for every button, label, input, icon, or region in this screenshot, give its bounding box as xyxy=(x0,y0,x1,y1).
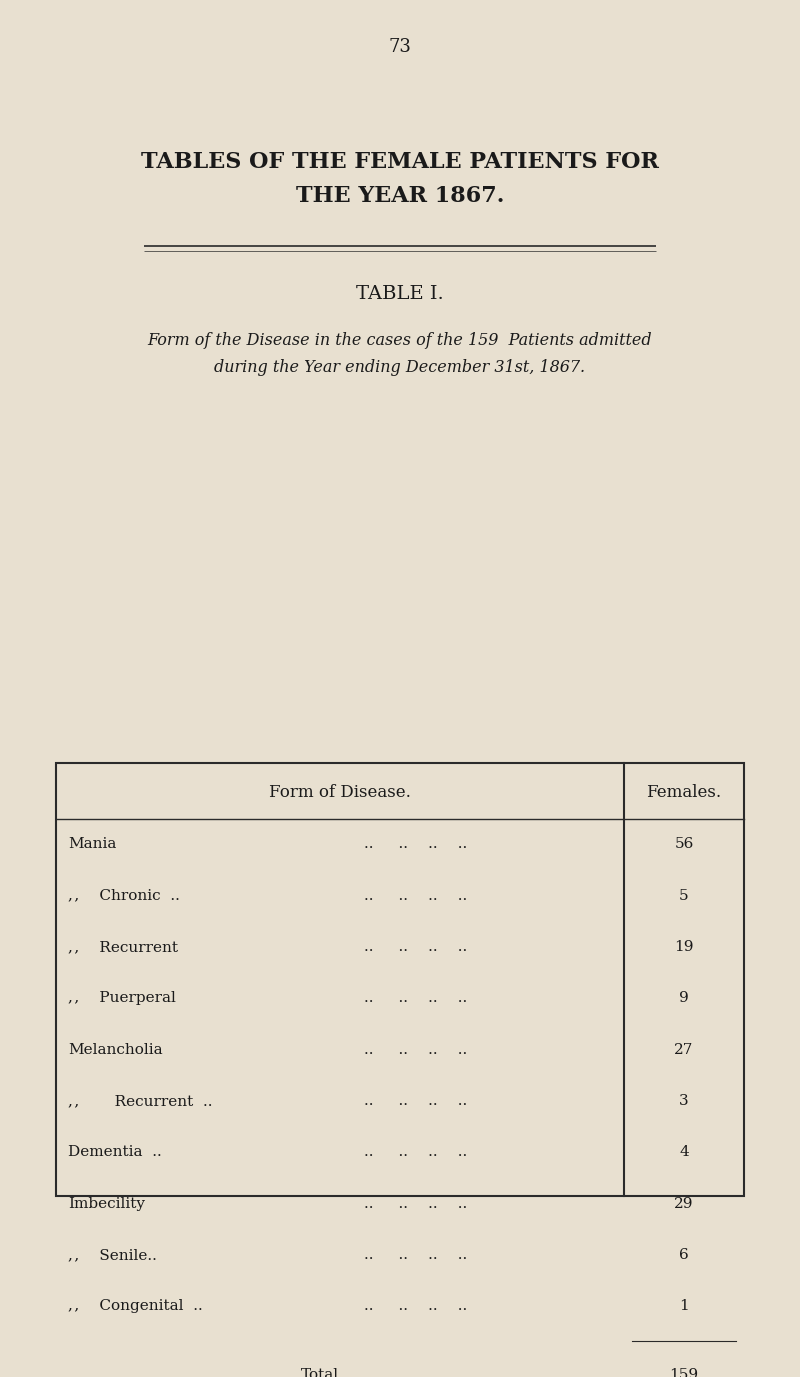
Text: , ,   Chronic  ..: , , Chronic .. xyxy=(68,888,180,903)
Text: 4: 4 xyxy=(679,1146,689,1159)
Text: , ,   Congenital  ..: , , Congenital .. xyxy=(68,1300,202,1314)
Text: , ,   Senile..: , , Senile.. xyxy=(68,1248,157,1261)
Text: ..    ..   ..   ..: .. .. .. .. xyxy=(364,1248,468,1261)
Text: THE YEAR 1867.: THE YEAR 1867. xyxy=(296,185,504,207)
Text: Females.: Females. xyxy=(646,785,722,801)
Text: ..   ..   ..: .. .. .. xyxy=(422,1369,490,1377)
Text: 1: 1 xyxy=(679,1300,689,1314)
Text: ..    ..   ..   ..: .. .. .. .. xyxy=(364,837,468,851)
Text: TABLE I.: TABLE I. xyxy=(356,285,444,303)
Text: 5: 5 xyxy=(679,888,689,903)
Text: 159: 159 xyxy=(670,1369,698,1377)
Text: Form of Disease.: Form of Disease. xyxy=(269,785,411,801)
Text: ..    ..   ..   ..: .. .. .. .. xyxy=(364,940,468,954)
Text: Dementia  ..: Dementia .. xyxy=(68,1146,162,1159)
Text: ..    ..   ..   ..: .. .. .. .. xyxy=(364,1197,468,1210)
Text: , ,     Recurrent  ..: , , Recurrent .. xyxy=(68,1093,213,1108)
Text: TABLES OF THE FEMALE PATIENTS FOR: TABLES OF THE FEMALE PATIENTS FOR xyxy=(141,151,659,174)
Text: during the Year ending December 31st, 1867.: during the Year ending December 31st, 18… xyxy=(214,359,586,376)
Text: 19: 19 xyxy=(674,940,694,954)
Text: 27: 27 xyxy=(674,1042,694,1056)
Text: 6: 6 xyxy=(679,1248,689,1261)
Text: , ,   Recurrent: , , Recurrent xyxy=(68,940,178,954)
Text: Total: Total xyxy=(301,1369,339,1377)
Text: ..    ..   ..   ..: .. .. .. .. xyxy=(364,1146,468,1159)
Text: 3: 3 xyxy=(679,1093,689,1108)
Text: Melancholia: Melancholia xyxy=(68,1042,162,1056)
Text: Imbecility: Imbecility xyxy=(68,1197,145,1210)
Text: ..    ..   ..   ..: .. .. .. .. xyxy=(364,991,468,1005)
Text: ..    ..   ..   ..: .. .. .. .. xyxy=(364,1300,468,1314)
Text: Form of the Disease in the cases of the 159  Patients admitted: Form of the Disease in the cases of the … xyxy=(148,332,652,348)
Text: ..    ..   ..   ..: .. .. .. .. xyxy=(364,1093,468,1108)
Text: ..    ..   ..   ..: .. .. .. .. xyxy=(364,888,468,903)
Text: 29: 29 xyxy=(674,1197,694,1210)
Text: Mania: Mania xyxy=(68,837,116,851)
Text: 73: 73 xyxy=(389,39,411,56)
Text: , ,   Puerperal: , , Puerperal xyxy=(68,991,176,1005)
Text: 9: 9 xyxy=(679,991,689,1005)
Text: ..    ..   ..   ..: .. .. .. .. xyxy=(364,1042,468,1056)
Text: 56: 56 xyxy=(674,837,694,851)
